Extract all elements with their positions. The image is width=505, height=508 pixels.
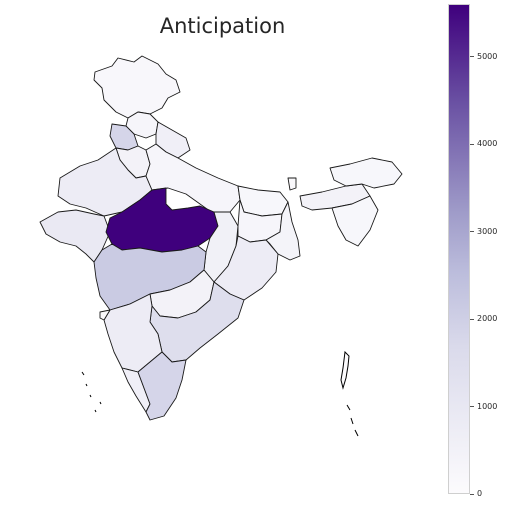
state-northeast-states [331, 195, 379, 247]
state-bihar [237, 185, 289, 217]
islands [81, 350, 359, 437]
andaman-islands [340, 350, 350, 390]
colorbar-tick-label: 0 [477, 489, 483, 498]
colorbar-tick-label: 1000 [477, 401, 498, 411]
state-arunachal-pradesh [329, 157, 403, 189]
colorbar-tick [470, 143, 474, 145]
colorbar-tick-label: 5000 [477, 51, 498, 61]
india-choropleth-map [39, 55, 403, 437]
colorbar-tick [470, 406, 474, 407]
colorbar-tick-label: 3000 [477, 226, 498, 236]
colorbar-tick [470, 493, 474, 495]
state-west-bengal [265, 201, 301, 261]
nicobar-islands [346, 404, 359, 437]
colorbar-tick [470, 318, 474, 320]
colorbar [448, 4, 470, 494]
map-title: Anticipation [159, 14, 286, 38]
state-sikkim [287, 177, 297, 191]
state-jammu-and-kashmir [93, 55, 181, 119]
lakshadweep-islands [81, 371, 102, 413]
colorbar-tick-label: 4000 [477, 139, 498, 148]
colorbar-tick-label: 2000 [477, 314, 498, 323]
state-tamil-nadu [137, 351, 187, 421]
colorbar-tick [470, 231, 474, 232]
state-goa [99, 309, 111, 321]
colorbar-tick [470, 56, 474, 57]
state-maharashtra [93, 243, 207, 311]
state-odisha [213, 235, 279, 301]
